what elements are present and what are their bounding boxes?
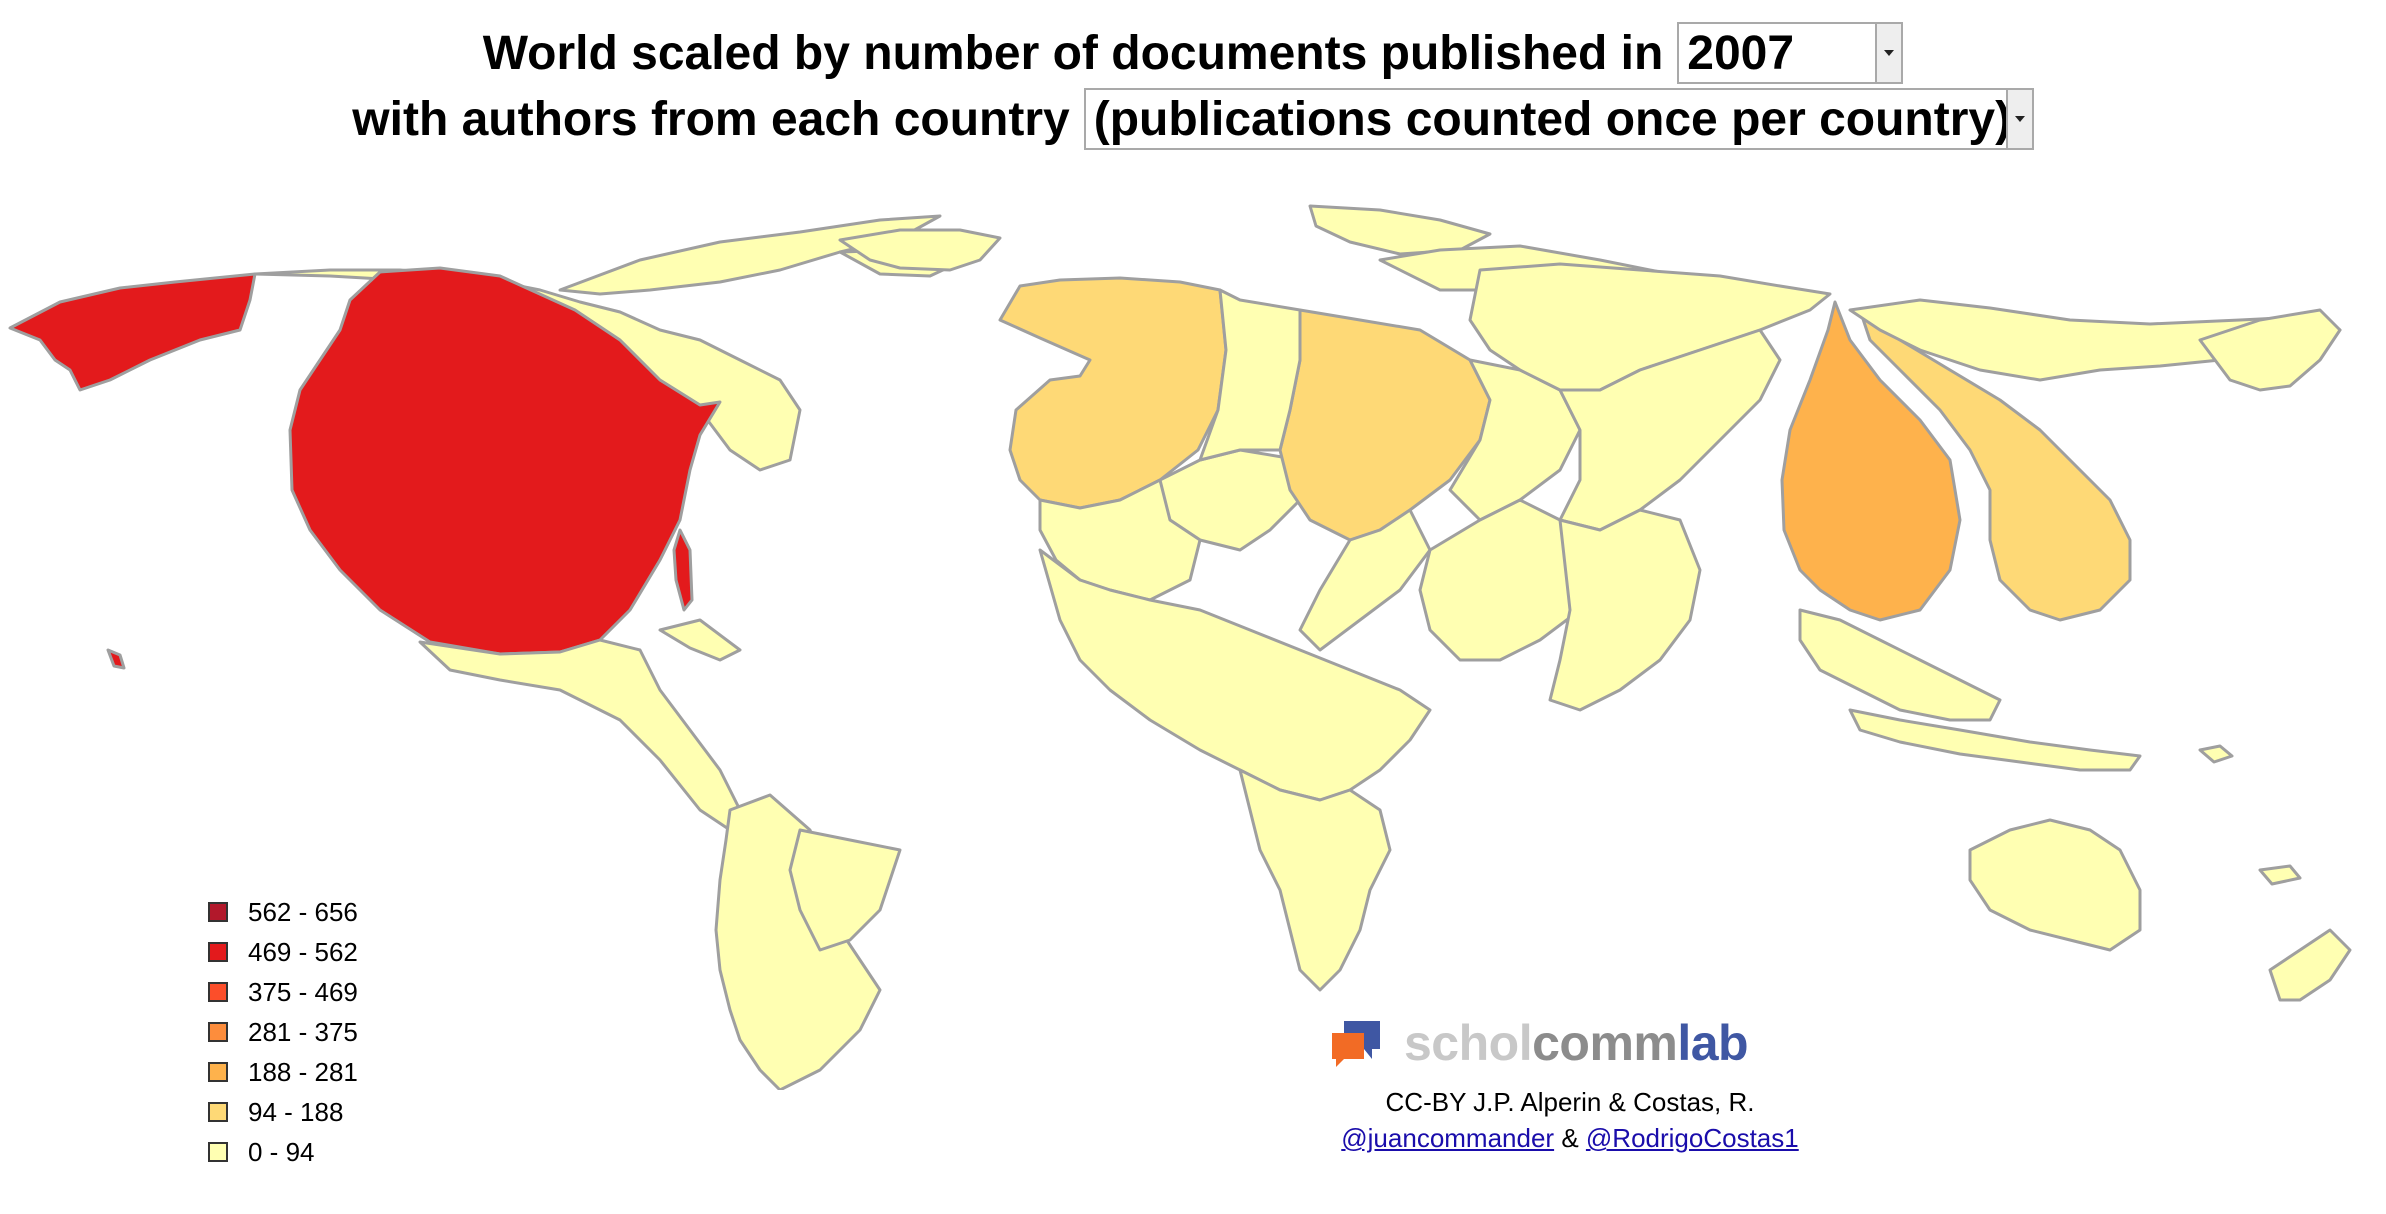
year-select-arrow[interactable] <box>1875 24 1902 82</box>
title-text-2: with authors from each country <box>352 92 1070 146</box>
chevron-down-icon <box>2014 116 2025 122</box>
title-line-2: with authors from each country (publicat… <box>0 84 2386 154</box>
title-text-1: World scaled by number of documents publ… <box>482 26 1664 80</box>
map-region-pacific-islands-2[interactable] <box>2258 864 2302 886</box>
map-region-africa[interactable] <box>1238 768 1392 992</box>
twitter-link-juancommander[interactable]: @juancommander <box>1341 1123 1555 1153</box>
twitter-link-rodrigocostas[interactable]: @RodrigoCostas1 <box>1585 1123 1799 1153</box>
speech-bubbles-logo-icon <box>1332 1021 1380 1067</box>
map-region-italy[interactable] <box>1298 508 1432 652</box>
legend: 562 - 656 469 - 562 375 - 469 281 - 375 … <box>208 892 358 1172</box>
legend-swatch <box>208 1022 228 1042</box>
links-separator: & <box>1561 1123 1579 1153</box>
brand: scholcommlab <box>1328 1014 1749 1072</box>
map-region-hawaii[interactable] <box>106 648 126 670</box>
year-select[interactable]: 2007 <box>1677 22 1904 84</box>
map-region-germany[interactable] <box>1278 308 1492 542</box>
legend-swatch <box>208 982 228 1002</box>
brand-part-1: schol <box>1404 1015 1533 1071</box>
author-links: @juancommander & @RodrigoCostas1 <box>1300 1120 1840 1156</box>
license-text: CC-BY J.P. Alperin & Costas, R. <box>1385 1087 1755 1117</box>
legend-label: 0 - 94 <box>248 1136 315 1167</box>
legend-item: 281 - 375 <box>208 1012 358 1052</box>
map-region-spain[interactable] <box>1038 478 1202 602</box>
map-region-pacific-islands[interactable] <box>2198 744 2234 764</box>
world-cartogram <box>8 204 2352 1090</box>
map-region-central-europe[interactable] <box>1198 288 1302 462</box>
chevron-down-icon <box>1884 50 1895 56</box>
legend-swatch <box>208 1142 228 1162</box>
counting-mode-select[interactable]: (publications counted once per country) <box>1083 88 2034 150</box>
map-region-new-zealand[interactable] <box>2268 928 2352 1002</box>
legend-item: 0 - 94 <box>208 1132 358 1172</box>
map-region-caribbean[interactable] <box>658 618 742 662</box>
legend-swatch <box>208 902 228 922</box>
map-region-india[interactable] <box>1548 508 1702 712</box>
map-region-australia[interactable] <box>1968 818 2142 952</box>
brand-wordmark: scholcommlab <box>1404 1014 1749 1072</box>
legend-item: 469 - 562 <box>208 932 358 972</box>
legend-swatch <box>208 1062 228 1082</box>
logo-bubble-front <box>1332 1033 1364 1067</box>
legend-item: 188 - 281 <box>208 1052 358 1092</box>
map-region-north-africa[interactable] <box>1038 548 1432 802</box>
legend-swatch <box>208 942 228 962</box>
map-region-indonesia[interactable] <box>1848 708 2142 772</box>
legend-label: 281 - 375 <box>248 1016 358 1047</box>
map-region-alaska[interactable] <box>8 272 257 392</box>
map-region-florida[interactable] <box>672 528 694 612</box>
legend-item: 562 - 656 <box>208 892 358 932</box>
map-region-usa[interactable] <box>288 266 722 656</box>
legend-swatch <box>208 1102 228 1122</box>
map-region-scandinavia[interactable] <box>1308 204 1492 256</box>
brand-part-2: comm <box>1532 1015 1678 1071</box>
legend-item: 375 - 469 <box>208 972 358 1012</box>
map-region-far-east[interactable] <box>2198 308 2342 392</box>
map-region-mexico[interactable] <box>418 638 742 832</box>
legend-label: 469 - 562 <box>248 936 358 967</box>
legend-label: 94 - 188 <box>248 1096 344 1127</box>
brand-part-3: lab <box>1677 1015 1749 1071</box>
legend-label: 375 - 469 <box>248 976 358 1007</box>
legend-label: 188 - 281 <box>248 1056 358 1087</box>
map-region-china[interactable] <box>1780 300 1962 622</box>
map-region-middle-east[interactable] <box>1418 498 1592 662</box>
counting-mode-select-arrow[interactable] <box>2005 90 2032 148</box>
map-region-japan[interactable] <box>1858 308 2132 622</box>
legend-item: 94 - 188 <box>208 1092 358 1132</box>
legend-label: 562 - 656 <box>248 896 358 927</box>
counting-mode-value: (publications counted once per country) <box>1093 92 2012 146</box>
map-region-greenland[interactable] <box>838 228 1002 272</box>
map-region-central-asia[interactable] <box>1558 328 1782 532</box>
map-region-southeast-asia[interactable] <box>1798 608 2002 722</box>
map-region-brazil[interactable] <box>788 828 902 952</box>
credits: CC-BY J.P. Alperin & Costas, R. @juancom… <box>1300 1084 1840 1156</box>
year-select-value: 2007 <box>1687 26 1795 80</box>
title-line-1: World scaled by number of documents publ… <box>0 18 2386 88</box>
